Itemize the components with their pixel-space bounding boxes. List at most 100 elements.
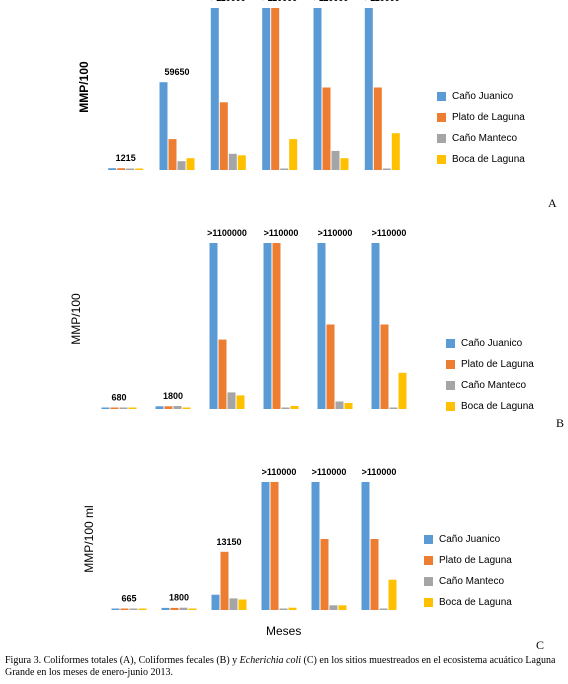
bar-plato-de-laguna [220, 551, 229, 610]
bar-caño-manteco [280, 168, 289, 170]
bar-caño-manteco [229, 598, 238, 610]
bar-caño-manteco [382, 168, 391, 170]
bar-caño-juanico [361, 482, 370, 610]
bar-caño-juanico [371, 243, 380, 409]
bar-caño-manteco [129, 608, 138, 610]
bar-caño-juanico [313, 8, 322, 170]
bar-plato-de-laguna [320, 539, 329, 610]
bar-boca-de-laguna [135, 168, 144, 170]
legend-label: Caño Juanico [439, 534, 501, 545]
bar-caño-manteco [335, 401, 344, 409]
panel-letter: A [548, 196, 557, 210]
legend-item: Boca de Laguna [424, 592, 512, 613]
bar-caño-juanico [262, 8, 271, 170]
legend: Caño Juanico Plato de Laguna Caño Manteco B… [424, 529, 512, 613]
legend-swatch [424, 577, 433, 586]
legend-swatch [437, 134, 446, 143]
bar-chart: 680 1800 >1100000 >110000 >110000 >110000 [101, 228, 407, 409]
bar-boca-de-laguna [236, 395, 245, 409]
bar-chart: 1215 59650 >110000 >110000 >110000 >110000 [108, 0, 400, 170]
bar-boca-de-laguna [237, 155, 246, 170]
bar-boca-de-laguna [188, 608, 197, 610]
bar-plato-de-laguna [219, 102, 228, 170]
legend-swatch [437, 113, 446, 122]
bar-caño-juanico [101, 407, 110, 409]
bar-caño-juanico [155, 406, 164, 409]
legend: Caño Juanico Plato de Laguna Caño Manteco B… [437, 86, 525, 170]
legend-swatch [424, 535, 433, 544]
bar-caño-juanico [317, 243, 326, 409]
data-label: >110000 [365, 0, 400, 3]
bar-caño-manteco [126, 168, 135, 170]
bar-plato-de-laguna [270, 482, 279, 610]
legend-label: Caño Manteco [461, 380, 527, 391]
legend-label: Caño Juanico [461, 338, 523, 349]
legend-label: Boca de Laguna [461, 401, 534, 412]
bar-plato-de-laguna [164, 406, 173, 409]
bar-caño-manteco [119, 407, 128, 409]
bar-caño-manteco [228, 153, 237, 170]
legend-label: Plato de Laguna [461, 359, 534, 370]
x-axis-label: Meses [266, 624, 302, 638]
bar-caño-manteco [279, 608, 288, 610]
bar-plato-de-laguna [271, 8, 280, 170]
data-label: >110000 [362, 467, 397, 477]
chart-panel-a: MMP/100 121559650>110000>110000>110000>1… [0, 0, 568, 215]
data-label: 1800 [169, 593, 189, 603]
bar-caño-juanico [111, 608, 120, 610]
bar-caño-manteco [379, 608, 388, 610]
bar-caño-juanico [161, 607, 170, 610]
chart-panel-c: MMP/100 ml 665 1800 13150 >110000 >110000 >11… [0, 440, 568, 652]
legend-item: Plato de Laguna [424, 550, 512, 571]
data-label: 1215 [116, 153, 136, 163]
legend-swatch [424, 598, 433, 607]
panel-letter: B [556, 416, 565, 430]
chart-panel-b: MMP/100 680 1800 >1100000 >110000 >110000 >11… [0, 215, 568, 440]
legend-label: Caño Manteco [452, 133, 518, 144]
bar-chart: 665 1800 13150 >110000 >110000 >110000 [111, 467, 397, 610]
data-label: 1800 [163, 391, 183, 401]
legend-label: Boca de Laguna [439, 597, 512, 608]
bar-plato-de-laguna [168, 139, 177, 170]
data-label: 665 [121, 594, 136, 604]
legend-swatch [446, 339, 455, 348]
legend-label: Caño Manteco [439, 576, 505, 587]
bar-boca-de-laguna [238, 599, 247, 610]
legend-item: Boca de Laguna [437, 149, 525, 170]
legend-label: Boca de Laguna [452, 154, 525, 165]
bar-caño-juanico [108, 168, 117, 170]
bar-boca-de-laguna [388, 579, 397, 610]
legend-item: Caño Juanico [424, 529, 512, 550]
bar-caño-manteco [177, 161, 186, 170]
bar-boca-de-laguna [340, 158, 349, 170]
bar-caño-manteco [389, 407, 398, 409]
data-label: 13150 [216, 537, 241, 547]
legend-swatch [446, 381, 455, 390]
bar-caño-juanico [211, 594, 220, 610]
legend-item: Boca de Laguna [446, 396, 534, 417]
bar-boca-de-laguna [182, 407, 191, 409]
legend-item: Plato de Laguna [437, 107, 525, 128]
data-label: >110000 [211, 0, 246, 3]
data-label: >110000 [312, 467, 347, 477]
bar-plato-de-laguna [326, 324, 335, 409]
legend-item: Caño Manteco [437, 128, 525, 149]
bar-plato-de-laguna [218, 339, 227, 409]
legend-item: Caño Manteco [424, 571, 512, 592]
legend-item: Caño Manteco [446, 375, 534, 396]
bar-plato-de-laguna [117, 168, 126, 170]
legend-label: Plato de Laguna [439, 555, 512, 566]
caption-text-end: (C) en los sitios muestreados en el ecos… [5, 655, 556, 678]
legend-item: Caño Juanico [437, 86, 525, 107]
legend: Caño Juanico Plato de Laguna Caño Manteco B… [446, 333, 534, 417]
data-label: >110000 [262, 467, 297, 477]
data-label: >110000 [264, 228, 299, 238]
bar-plato-de-laguna [370, 539, 379, 610]
bar-caño-manteco [281, 407, 290, 409]
legend-swatch [446, 360, 455, 369]
bar-caño-juanico [210, 8, 219, 170]
bar-caño-manteco [179, 607, 188, 610]
data-label: >110000 [262, 0, 297, 3]
bar-boca-de-laguna [289, 139, 298, 170]
bar-boca-de-laguna [344, 403, 353, 409]
